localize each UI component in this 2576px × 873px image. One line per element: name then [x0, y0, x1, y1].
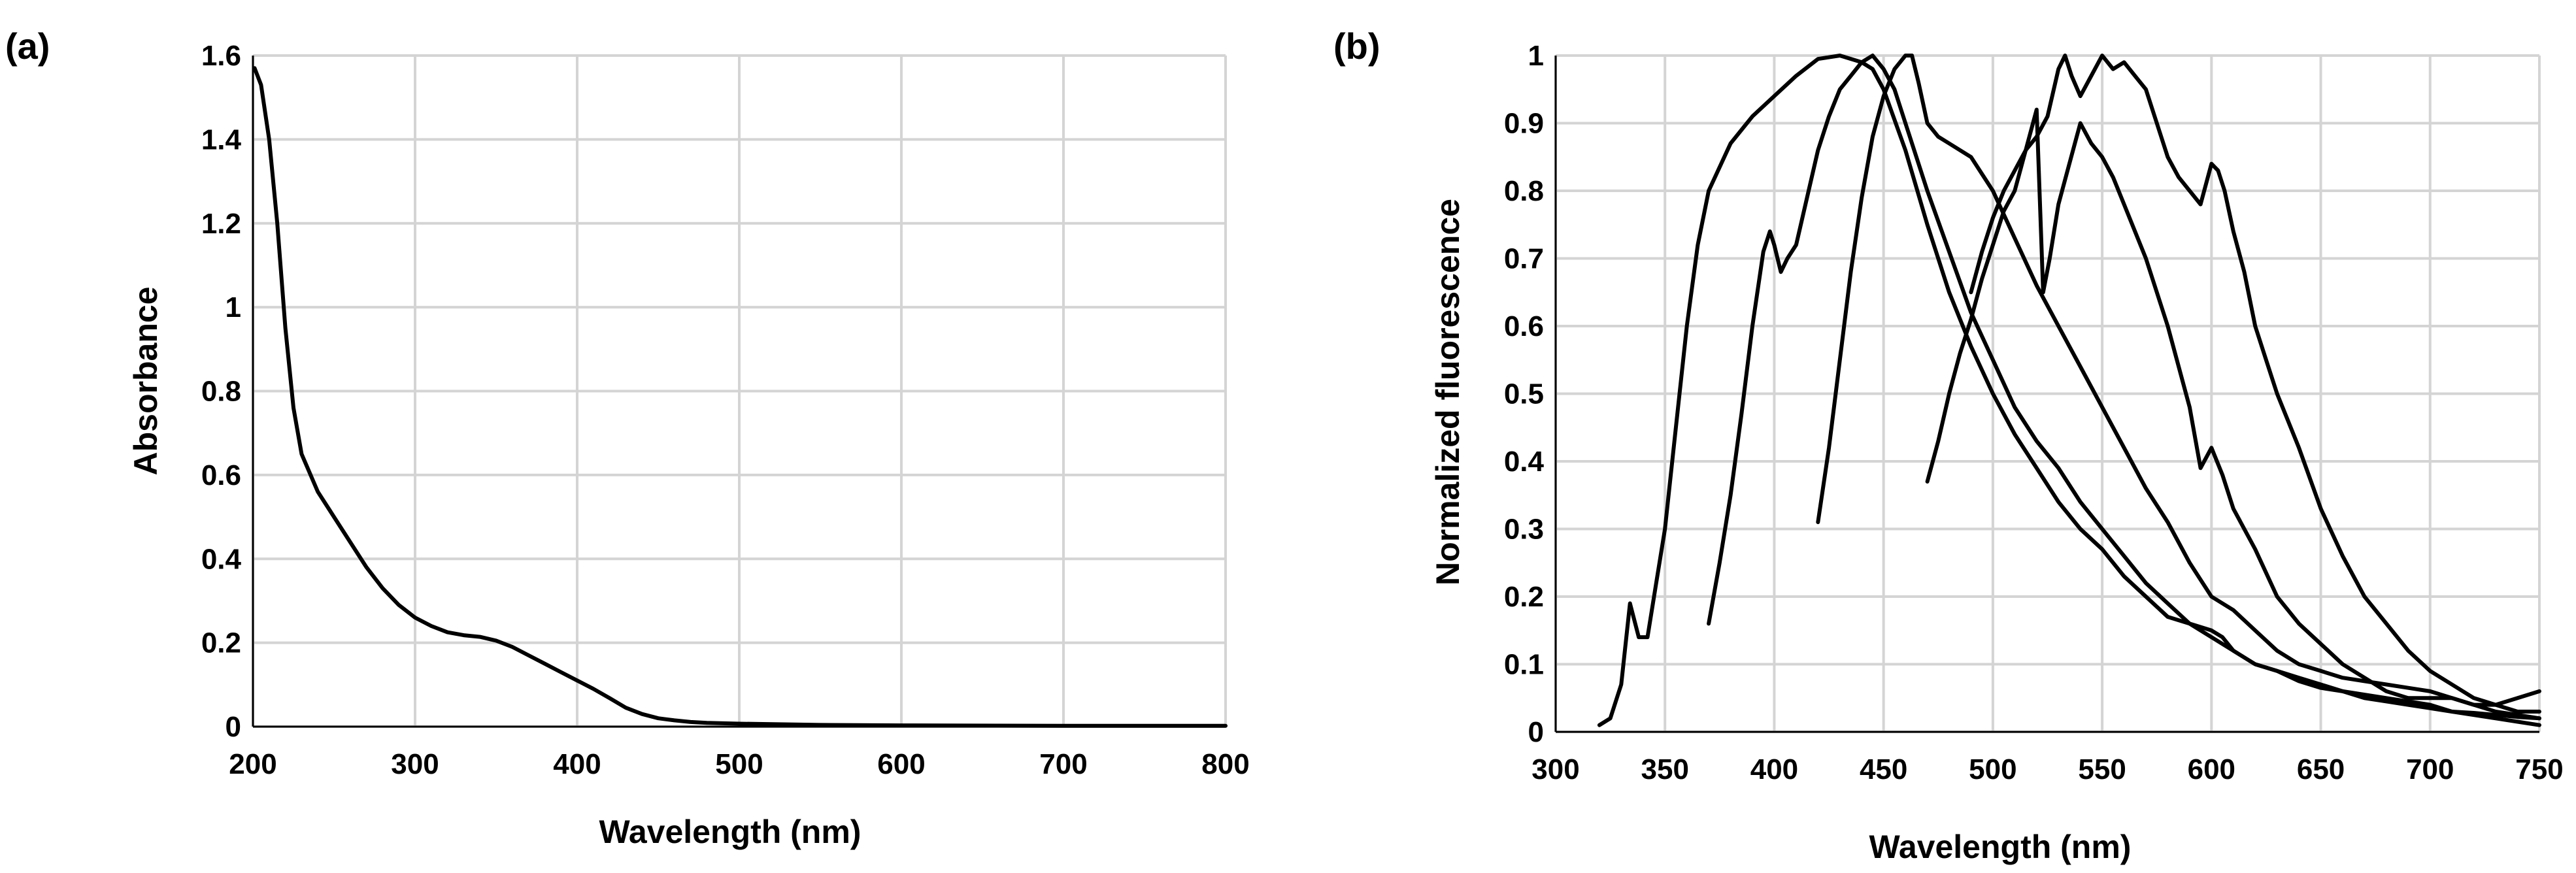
y-tick-labels-a: 0 0.2 0.4 0.6 0.8 1 1.2 1.4 1.6 [201, 40, 242, 743]
series-line-b-5 [1969, 54, 2541, 714]
x-tick-label: 450 [1860, 753, 1907, 785]
y-tick-label: 0.5 [1504, 378, 1544, 410]
x-axis-title-b: Wavelength (nm) [1869, 829, 2132, 865]
x-tick-label: 300 [1531, 753, 1579, 785]
x-tick-labels-a: 200 300 400 500 600 700 800 [229, 748, 1249, 780]
series-line-b-4 [1925, 107, 2541, 707]
y-tick-label: 1 [226, 291, 241, 323]
y-tick-label: 0.4 [1504, 446, 1545, 478]
x-tick-label: 650 [2297, 753, 2345, 785]
gridlines-b [1554, 54, 2541, 733]
x-tick-label: 350 [1641, 753, 1689, 785]
x-tick-label: 700 [1039, 748, 1087, 780]
panel-label-a: (a) [5, 25, 50, 67]
series-lines-b [1597, 54, 2541, 727]
y-tick-label: 0.9 [1504, 108, 1544, 140]
y-axis-title-b: Normalized fluorescence [1430, 199, 1466, 585]
panel-label-b: (b) [1333, 25, 1380, 67]
y-tick-label: 1 [1528, 40, 1544, 72]
x-tick-label: 300 [391, 748, 439, 780]
y-tick-label: 0.8 [201, 376, 241, 408]
x-tick-label: 500 [1969, 753, 2016, 785]
y-tick-label: 1.4 [201, 124, 242, 156]
y-tick-labels-b: 0 0.1 0.2 0.3 0.4 0.5 0.6 0.7 0.8 0.9 1 [1504, 40, 1545, 748]
y-tick-label: 0.1 [1504, 649, 1544, 681]
chart-panel-a: (a) 200 300 400 500 600 700 800 0 0.2 0.4 0.6 0.8 1… [5, 25, 1250, 850]
x-tick-label: 400 [1750, 753, 1798, 785]
y-tick-label: 0.4 [201, 543, 242, 575]
series-line-b-1 [1597, 54, 2541, 727]
y-tick-label: 0.2 [201, 627, 241, 659]
y-tick-label: 0.6 [201, 459, 241, 491]
gridlines-a [252, 54, 1227, 728]
series-line-b-3 [1816, 54, 2541, 721]
x-tick-label: 400 [553, 748, 601, 780]
y-tick-label: 0.2 [1504, 581, 1544, 613]
y-tick-label: 0.8 [1504, 175, 1544, 207]
chart-panel-b: (b) 300 350 400 450 500 550 600 650 700 750 00.10… [1333, 25, 2564, 865]
x-tick-label: 500 [715, 748, 763, 780]
x-tick-label: 800 [1201, 748, 1249, 780]
x-tick-label: 700 [2406, 753, 2454, 785]
series-line-b-2 [1707, 54, 2541, 721]
y-tick-label: 1.2 [201, 208, 241, 240]
x-tick-label: 550 [2078, 753, 2126, 785]
y-tick-label: 0.3 [1504, 514, 1544, 546]
y-tick-label: 1.6 [201, 40, 241, 72]
x-tick-label: 200 [229, 748, 276, 780]
x-axis-title-a: Wavelength (nm) [599, 814, 861, 850]
x-tick-label: 600 [2188, 753, 2235, 785]
y-tick-label: 0 [226, 711, 241, 743]
y-tick-label: 0.6 [1504, 310, 1544, 342]
y-tick-label: 0 [1528, 716, 1544, 748]
x-tick-labels-b: 300 350 400 450 500 550 600 650 700 750 [1531, 753, 2563, 785]
x-tick-label: 750 [2515, 753, 2563, 785]
axes-b [1554, 56, 2539, 733]
series-lines-a [252, 66, 1228, 728]
series-line-a-1 [252, 66, 1228, 728]
x-tick-label: 600 [877, 748, 925, 780]
y-axis-title-a: Absorbance [127, 287, 164, 476]
y-tick-label: 0.7 [1504, 243, 1544, 275]
